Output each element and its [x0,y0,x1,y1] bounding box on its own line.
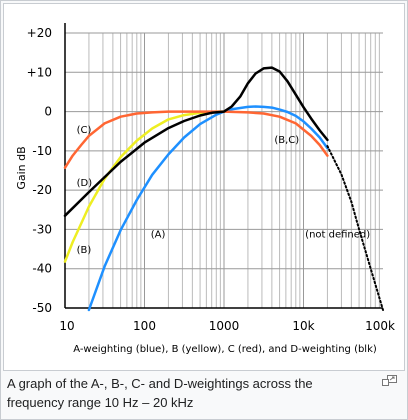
y-tick-label: +20 [27,26,52,40]
magnify-clip-icon[interactable] [382,375,397,386]
y-tick-label: -40 [32,262,52,276]
x-tick-label: 10 [59,319,74,333]
x-tick-label: 10k [292,319,314,333]
series-line-c [63,110,329,169]
y-tick-label: 0 [44,105,52,119]
series-label: (not defined) [305,229,370,240]
series-label: (D) [77,178,93,189]
y-tick-label: -30 [32,222,52,236]
graph-image[interactable] [3,3,405,371]
x-tick-label: 1000 [209,319,240,333]
series-line-a [87,105,329,312]
series-label: (C) [77,125,92,136]
y-tick-label: -20 [32,183,52,197]
x-tick-label: 100 [133,319,156,333]
chart-annotation: (B,C) [274,135,299,146]
figure-caption: A graph of the A-, B-, C- and D-weightin… [7,376,313,410]
series-label: (B) [77,245,92,256]
x-tick-label: 100k [365,319,395,333]
x-axis-label: A-weighting (blue), B (yellow), C (red),… [73,344,377,355]
series-label: (A) [151,229,166,240]
series-line-d [63,66,329,217]
series-line-notdefined [326,145,384,311]
y-tick-label: +10 [27,65,52,79]
y-tick-label: -50 [32,301,52,315]
weighting-chart: +20 +10 0 -10 -20 -30 -40 -50 10 100 1000 10k 100k Ga… [15,23,395,355]
y-tick-label: -10 [32,144,52,158]
y-axis-label: Gain dB [15,146,28,189]
